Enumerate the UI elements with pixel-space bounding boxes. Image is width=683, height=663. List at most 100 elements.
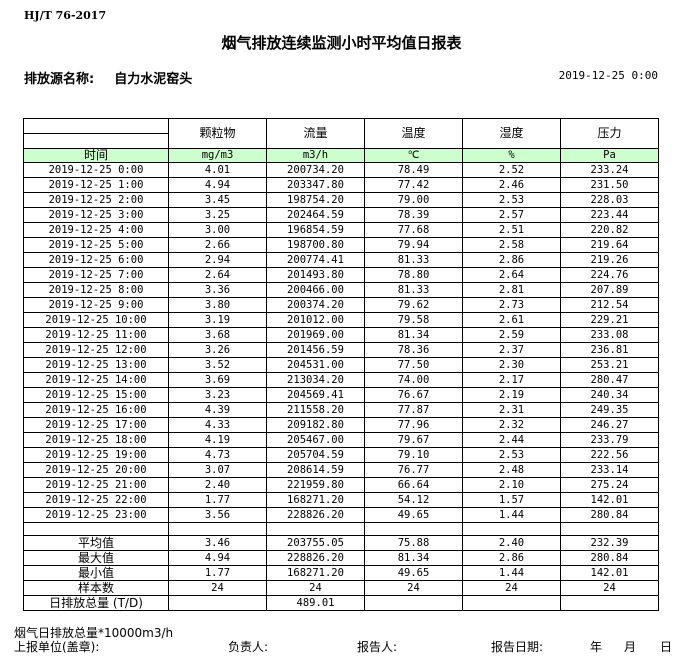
value-cell: 2.64 [462,267,561,283]
value-cell [560,595,659,611]
value-cell: 2.73 [462,297,561,313]
value-cell: 2.40 [462,535,561,551]
header-particulate: 颗粒物 [168,118,267,149]
value-cell: 81.33 [364,252,463,268]
value-cell: 249.35 [560,402,659,418]
row-label: 2019-12-25 7:00 [23,267,169,283]
value-cell: 200734.20 [266,162,365,178]
data-row: 2019-12-25 2:00 3.45 198754.20 79.00 2.53 228… [23,192,659,208]
value-cell: 203755.05 [266,535,365,551]
value-cell: 221959.80 [266,477,365,493]
data-row: 2019-12-25 13:00 3.52 204531.00 77.50 2.30 25… [23,357,659,373]
value-cell: 228826.20 [266,507,365,523]
value-cell: 2.86 [462,252,561,268]
value-cell: 2.32 [462,417,561,433]
value-cell: 228826.20 [266,550,365,566]
value-cell: 198754.20 [266,192,365,208]
value-cell: 79.67 [364,432,463,448]
footer-day: 日 [660,640,673,654]
empty-cell [462,522,561,536]
value-cell: 204531.00 [266,357,365,373]
header-row: 颗粒物 流量 温度 湿度 压力 [23,118,659,149]
value-cell: 2.31 [462,402,561,418]
value-cell: 3.68 [168,327,267,343]
value-cell: 79.62 [364,297,463,313]
value-cell: 202464.59 [266,207,365,223]
row-label: 2019-12-25 4:00 [23,222,169,238]
row-label: 2019-12-25 15:00 [23,387,169,403]
value-cell: 2.44 [462,432,561,448]
unit-cell: Pa [560,148,659,163]
value-cell: 4.01 [168,162,267,178]
value-cell: 224.76 [560,267,659,283]
data-row: 2019-12-25 18:00 4.19 205467.00 79.67 2.44 23… [23,432,659,448]
value-cell: 76.67 [364,387,463,403]
header-flow: 流量 [266,118,365,149]
value-cell: 4.19 [168,432,267,448]
value-cell: 219.64 [560,237,659,253]
value-cell: 204569.41 [266,387,365,403]
row-label: 2019-12-25 1:00 [23,177,169,193]
value-cell: 79.58 [364,312,463,328]
data-row: 2019-12-25 1:00 4.94 203347.80 77.42 2.46 231… [23,177,659,193]
value-cell: 2.66 [168,237,267,253]
value-cell: 233.14 [560,462,659,478]
value-cell: 208614.59 [266,462,365,478]
value-cell: 24 [266,580,365,596]
value-cell: 205704.59 [266,447,365,463]
value-cell: 3.19 [168,312,267,328]
value-cell: 201456.59 [266,342,365,358]
value-cell: 233.24 [560,162,659,178]
value-cell: 200774.41 [266,252,365,268]
value-cell: 1.77 [168,565,267,581]
stats-row: 最小值 1.77 168271.20 49.65 1.44 142.01 [23,565,659,581]
value-cell: 76.77 [364,462,463,478]
row-label: 2019-12-25 11:00 [23,327,169,343]
header-corner-lower [23,133,169,149]
unit-cell: ℃ [364,148,463,163]
value-cell: 74.00 [364,372,463,388]
value-cell: 78.36 [364,342,463,358]
data-row: 2019-12-25 7:00 2.64 201493.80 78.80 2.64 224… [23,267,659,283]
value-cell: 3.00 [168,222,267,238]
data-row: 2019-12-25 15:00 3.23 204569.41 76.67 2.19 24… [23,387,659,403]
row-label: 2019-12-25 18:00 [23,432,169,448]
value-cell: 489.01 [266,595,365,611]
header-humidity: 湿度 [462,118,561,149]
value-cell: 232.39 [560,535,659,551]
row-label: 2019-12-25 21:00 [23,477,169,493]
value-cell: 2.86 [462,550,561,566]
row-label: 2019-12-25 3:00 [23,207,169,223]
data-row: 2019-12-25 12:00 3.26 201456.59 78.36 2.37 23… [23,342,659,358]
value-cell: 2.19 [462,387,561,403]
data-row: 2019-12-25 20:00 3.07 208614.59 76.77 2.48 23… [23,462,659,478]
value-cell [168,595,267,611]
row-label: 2019-12-25 20:00 [23,462,169,478]
value-cell: 66.64 [364,477,463,493]
value-cell: 3.07 [168,462,267,478]
value-cell: 222.56 [560,447,659,463]
value-cell: 4.39 [168,402,267,418]
source-label: 排放源名称: [24,72,95,87]
data-row: 2019-12-25 5:00 2.66 198700.80 79.94 2.58 219… [23,237,659,253]
units-row: 时间 mg/m3 m3/h ℃ % Pa [23,148,659,163]
value-cell: 4.33 [168,417,267,433]
value-cell: 79.94 [364,237,463,253]
value-cell: 3.69 [168,372,267,388]
value-cell: 280.47 [560,372,659,388]
value-cell: 246.27 [560,417,659,433]
value-cell: 203347.80 [266,177,365,193]
value-cell: 2.53 [462,447,561,463]
footer-year: 年 [590,640,603,654]
source-info: 排放源名称: 自力水泥窑头 [24,68,212,87]
value-cell: 2.58 [462,237,561,253]
unit-cell: % [462,148,561,163]
unit-cell: m3/h [266,148,365,163]
row-label: 2019-12-25 2:00 [23,192,169,208]
value-cell: 2.57 [462,207,561,223]
value-cell: 200466.00 [266,282,365,298]
stats-row: 样本数 24 24 24 24 24 [23,580,659,596]
value-cell: 196854.59 [266,222,365,238]
value-cell: 3.36 [168,282,267,298]
value-cell: 280.84 [560,550,659,566]
